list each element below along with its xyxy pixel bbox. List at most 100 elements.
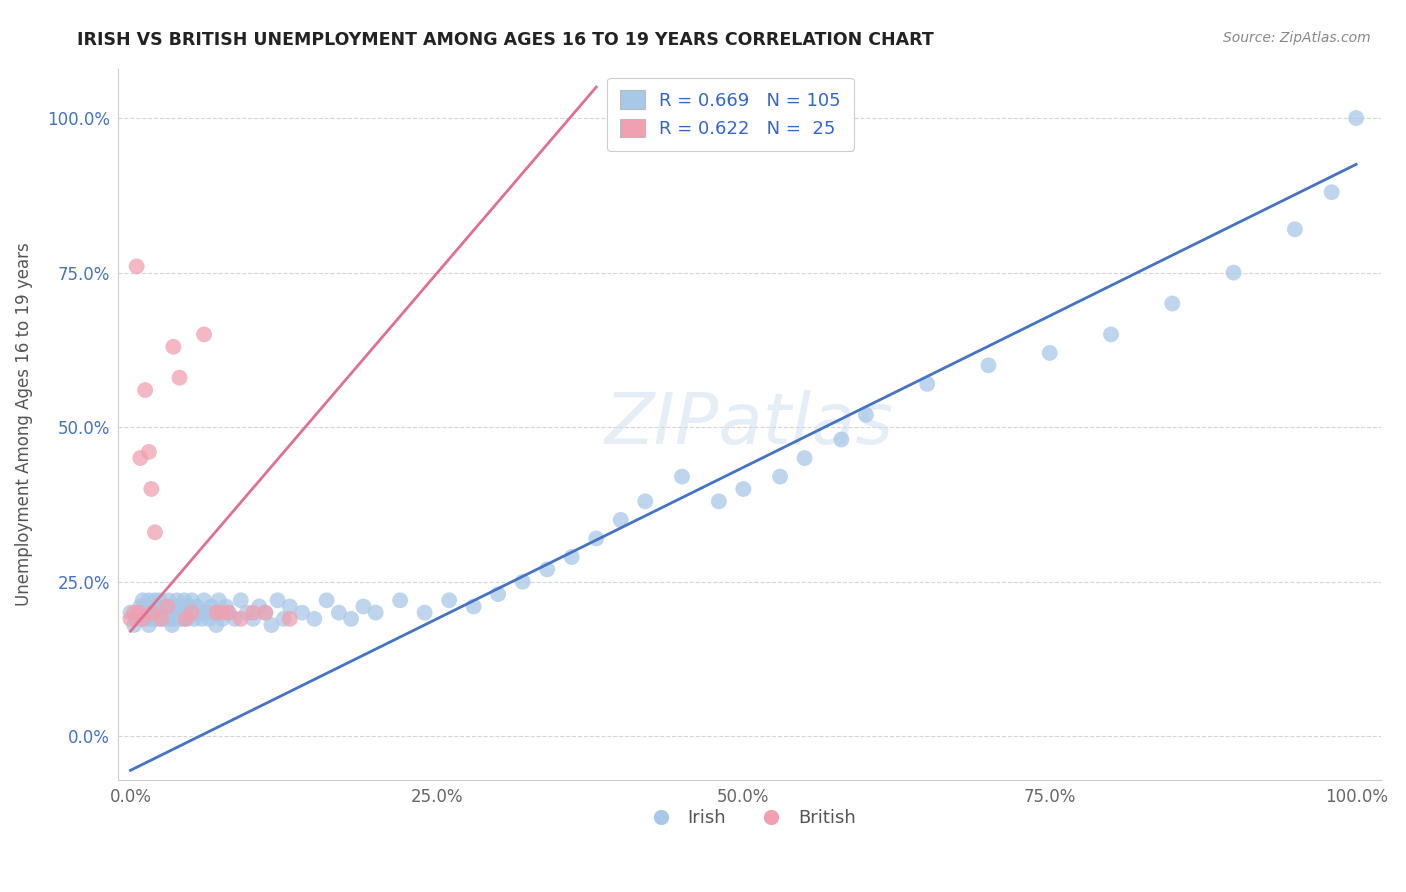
Point: [132, 593, 155, 607]
Point: [830, 433, 852, 447]
Point: [156, 599, 179, 614]
Point: [733, 482, 755, 496]
Point: [1346, 111, 1368, 125]
Point: [198, 612, 221, 626]
Point: [131, 612, 153, 626]
Point: [707, 494, 730, 508]
Point: [122, 618, 145, 632]
Point: [291, 606, 314, 620]
Point: [463, 599, 485, 614]
Point: [340, 612, 363, 626]
Point: [205, 618, 228, 632]
Point: [211, 606, 233, 620]
Point: [172, 612, 194, 626]
Point: [135, 606, 157, 620]
Point: [138, 618, 160, 632]
Point: [143, 606, 166, 620]
Point: [242, 612, 264, 626]
Point: [183, 612, 205, 626]
Point: [141, 482, 163, 496]
Point: [166, 593, 188, 607]
Point: [145, 599, 167, 614]
Point: [1039, 346, 1062, 360]
Point: [254, 606, 277, 620]
Point: [364, 606, 387, 620]
Point: [163, 612, 186, 626]
Point: [188, 606, 211, 620]
Point: [304, 612, 326, 626]
Point: [585, 532, 607, 546]
Point: [186, 599, 208, 614]
Point: [190, 612, 212, 626]
Point: [278, 612, 301, 626]
Point: [134, 383, 156, 397]
Point: [169, 612, 191, 626]
Point: [132, 612, 155, 626]
Point: [160, 606, 183, 620]
Point: [229, 612, 252, 626]
Legend: Irish, British: Irish, British: [636, 802, 863, 835]
Point: [173, 593, 195, 607]
Point: [328, 606, 350, 620]
Point: [165, 606, 187, 620]
Point: [915, 376, 938, 391]
Point: [254, 606, 277, 620]
Point: [260, 618, 283, 632]
Point: [150, 599, 173, 614]
Point: [769, 469, 792, 483]
Point: [215, 599, 238, 614]
Point: [142, 612, 165, 626]
Point: [169, 370, 191, 384]
Point: [236, 606, 259, 620]
Point: [561, 549, 583, 564]
Point: [139, 612, 162, 626]
Point: [218, 606, 240, 620]
Point: [150, 612, 173, 626]
Point: [157, 593, 180, 607]
Point: [242, 606, 264, 620]
Point: [247, 599, 270, 614]
Point: [352, 599, 374, 614]
Point: [793, 451, 815, 466]
Point: [129, 451, 152, 466]
Point: [179, 599, 201, 614]
Point: [174, 606, 197, 620]
Point: [153, 612, 176, 626]
Point: [150, 612, 173, 626]
Point: [1284, 222, 1306, 236]
Y-axis label: Unemployment Among Ages 16 to 19 years: Unemployment Among Ages 16 to 19 years: [15, 243, 32, 606]
Point: [512, 574, 534, 589]
Point: [120, 606, 142, 620]
Point: [141, 606, 163, 620]
Point: [134, 612, 156, 626]
Point: [486, 587, 509, 601]
Point: [138, 593, 160, 607]
Point: [180, 606, 202, 620]
Point: [273, 612, 295, 626]
Point: [146, 612, 169, 626]
Point: [176, 612, 198, 626]
Point: [162, 599, 184, 614]
Point: [160, 618, 183, 632]
Point: [389, 593, 412, 607]
Point: [143, 593, 166, 607]
Point: [266, 593, 288, 607]
Point: [229, 593, 252, 607]
Point: [1161, 296, 1184, 310]
Point: [134, 599, 156, 614]
Point: [195, 606, 218, 620]
Point: [1222, 266, 1244, 280]
Text: ZIPatlas: ZIPatlas: [605, 390, 894, 458]
Point: [1099, 327, 1122, 342]
Point: [437, 593, 460, 607]
Point: [977, 359, 1000, 373]
Point: [162, 340, 184, 354]
Point: [180, 606, 202, 620]
Point: [634, 494, 657, 508]
Point: [128, 606, 150, 620]
Point: [180, 593, 202, 607]
Point: [170, 606, 193, 620]
Point: [200, 599, 222, 614]
Text: IRISH VS BRITISH UNEMPLOYMENT AMONG AGES 16 TO 19 YEARS CORRELATION CHART: IRISH VS BRITISH UNEMPLOYMENT AMONG AGES…: [77, 31, 934, 49]
Point: [148, 606, 170, 620]
